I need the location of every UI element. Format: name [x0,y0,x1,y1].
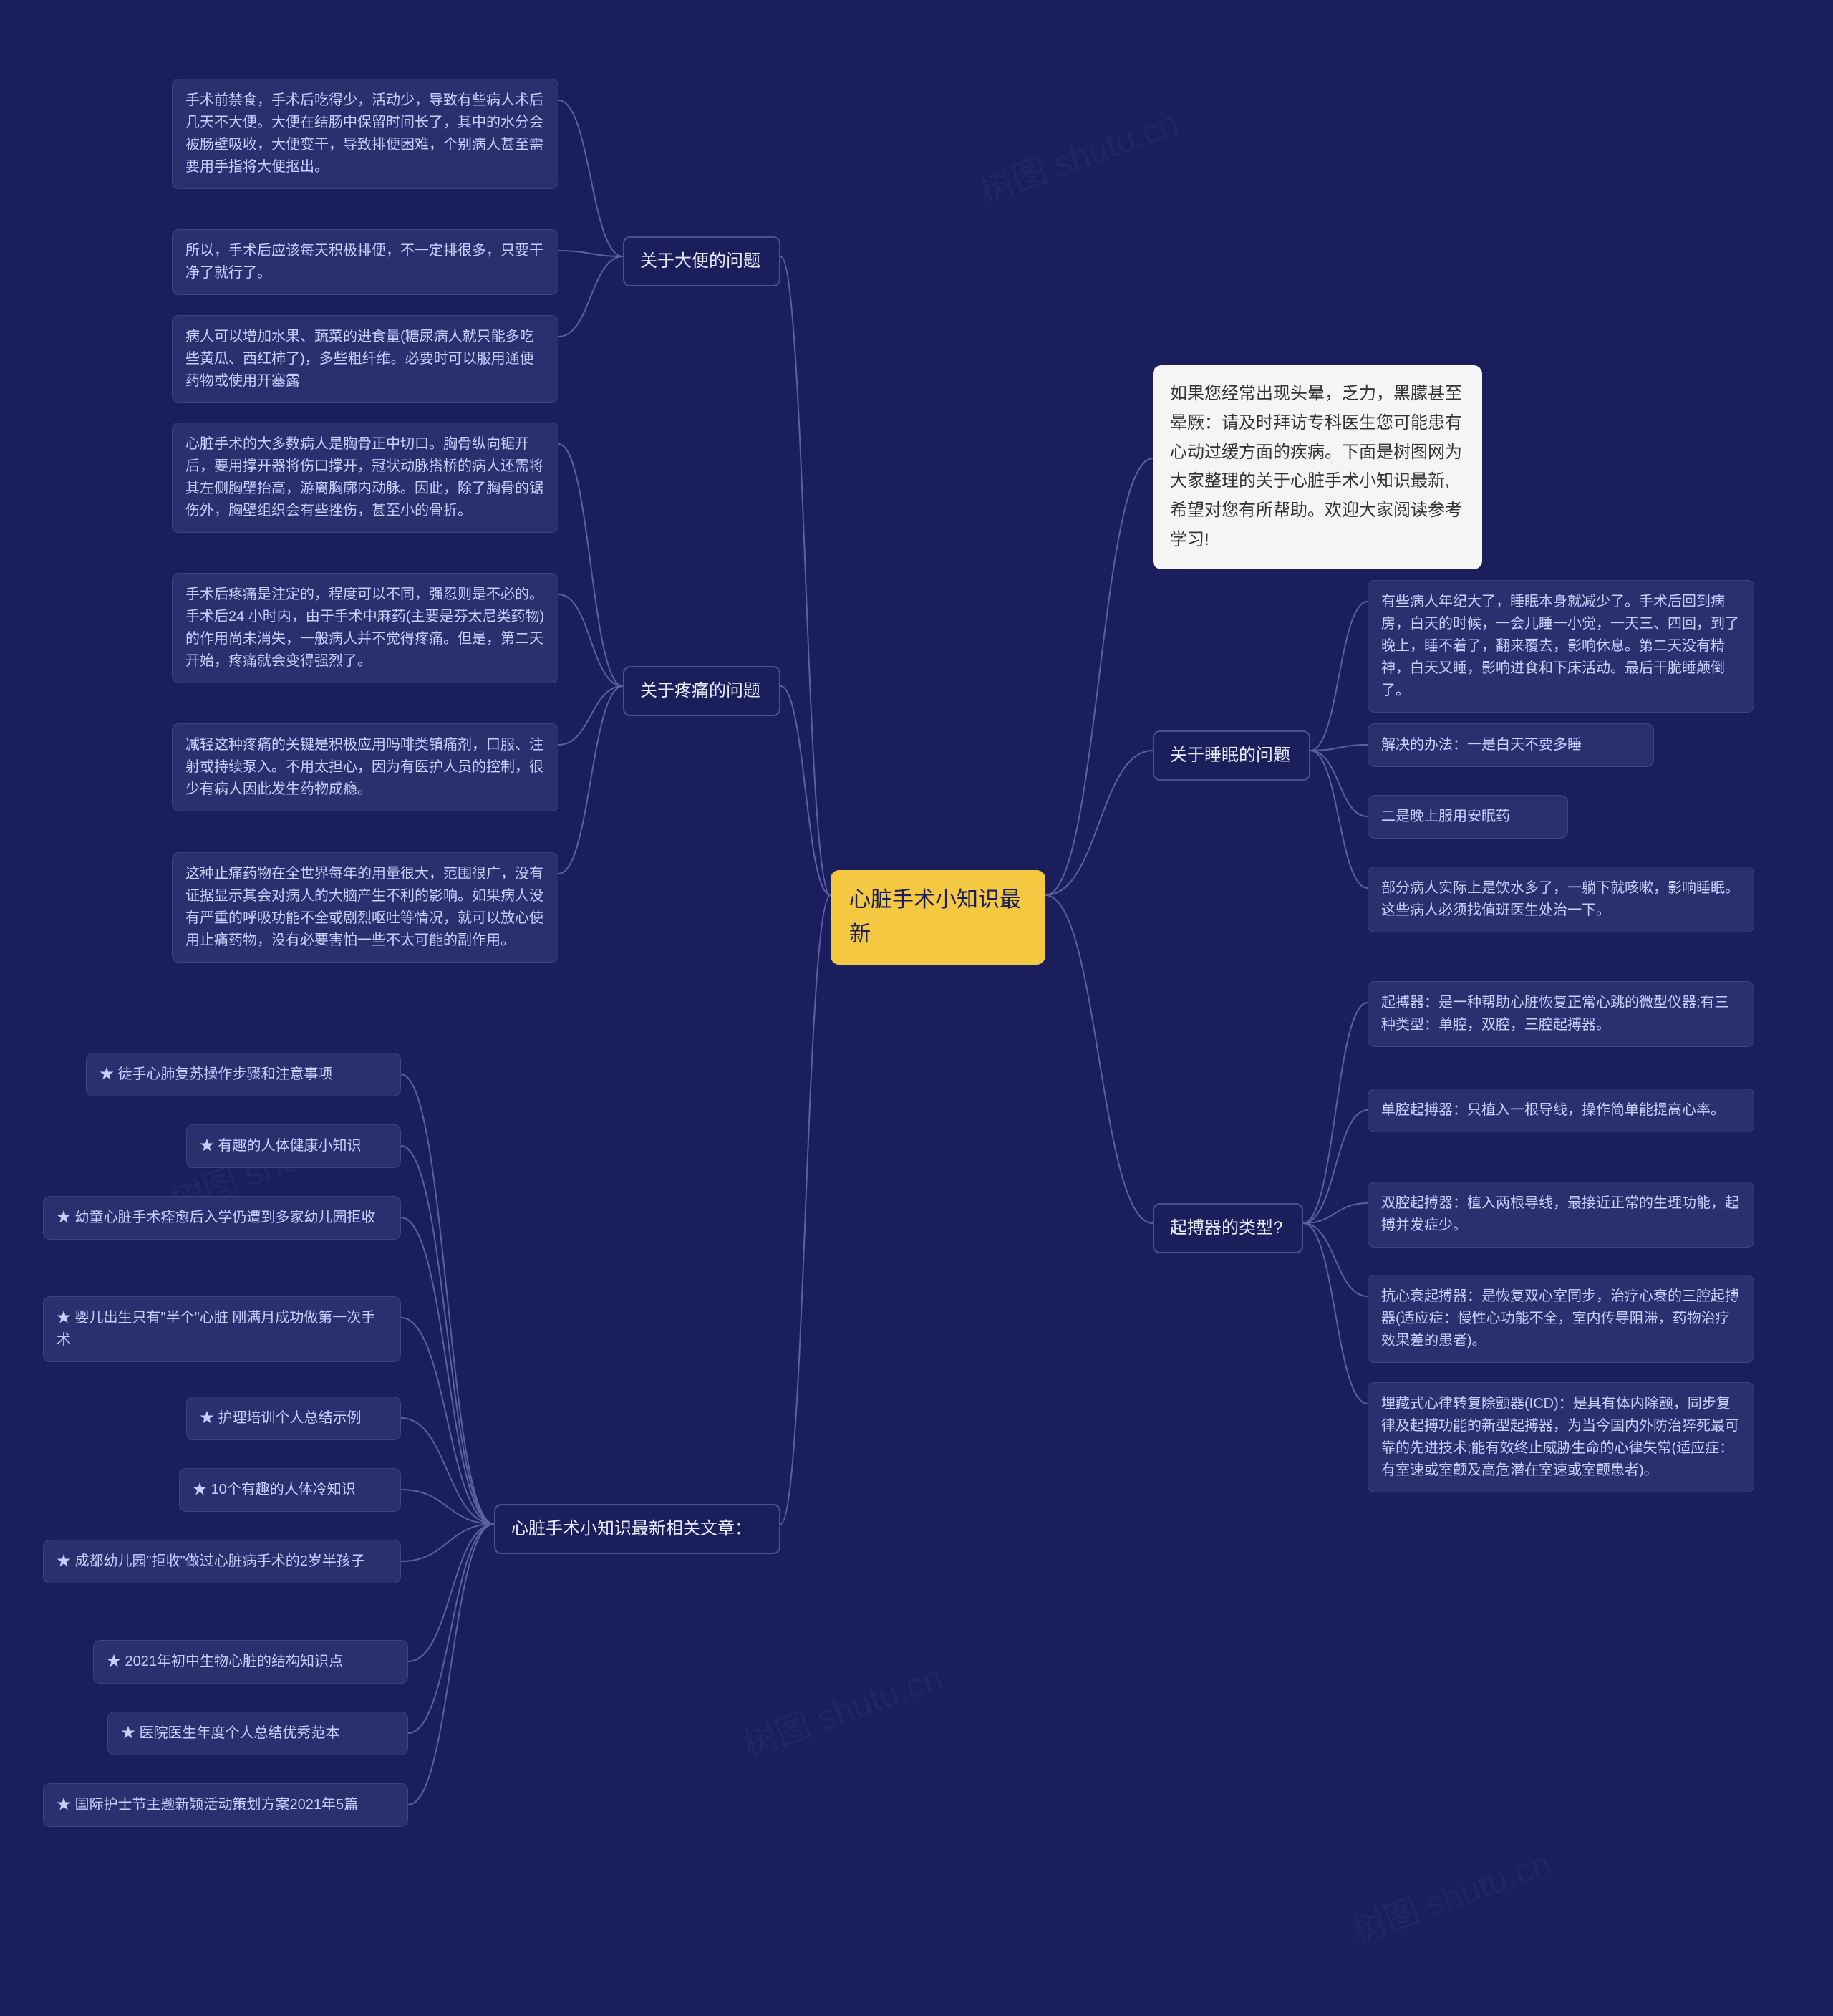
leaf-stool-1: 所以，手术后应该每天积极排便，不一定排很多，只要干净了就行了。 [172,229,558,295]
leaf-sleep-0: 有些病人年纪大了，睡眠本身就减少了。手术后回到病房，白天的时候，一会儿睡一小觉，… [1368,580,1754,713]
leaf-related-4: ★ 护理培训个人总结示例 [186,1397,401,1440]
leaf-pain-0: 心脏手术的大多数病人是胸骨正中切口。胸骨纵向锯开后，要用撑开器将伤口撑开，冠状动… [172,423,558,533]
watermark: 树图 shutu.cn [735,1649,948,1767]
leaf-pacemaker-4: 埋藏式心律转复除颤器(ICD)：是具有体内除颤，同步复律及起搏功能的新型起搏器，… [1368,1382,1754,1492]
leaf-related-2: ★ 幼童心脏手术痊愈后入学仍遭到多家幼儿园拒收 [43,1196,401,1240]
intro-node: 如果您经常出现头晕，乏力，黑朦甚至晕厥：请及时拜访专科医生您可能患有心动过缓方面… [1153,365,1482,569]
leaf-pain-1: 手术后疼痛是注定的，程度可以不同，强忍则是不必的。手术后24 小时内，由于手术中… [172,573,558,683]
leaf-sleep-3: 部分病人实际上是饮水多了，一躺下就咳嗽，影响睡眠。这些病人必须找值班医生处治一下… [1368,867,1754,932]
leaf-stool-2: 病人可以增加水果、蔬菜的进食量(糖尿病人就只能多吃些黄瓜、西红柿了)，多些粗纤维… [172,315,558,403]
branch-pacemaker: 起搏器的类型? [1153,1203,1303,1253]
watermark: 树图 shutu.cn [1344,1835,1557,1953]
leaf-pacemaker-2: 双腔起搏器：植入两根导线，最接近正常的生理功能，起搏并发症少。 [1368,1182,1754,1248]
leaf-pacemaker-0: 起搏器：是一种帮助心脏恢复正常心跳的微型仪器;有三种类型：单腔，双腔，三腔起搏器… [1368,981,1754,1047]
leaf-related-1: ★ 有趣的人体健康小知识 [186,1124,401,1168]
leaf-pain-3: 这种止痛药物在全世界每年的用量很大，范围很广，没有证据显示其会对病人的大脑产生不… [172,852,558,963]
branch-sleep: 关于睡眠的问题 [1153,730,1310,781]
leaf-related-6: ★ 成都幼儿园"拒收"做过心脏病手术的2岁半孩子 [43,1540,401,1583]
leaf-sleep-1: 解决的办法：一是白天不要多睡 [1368,723,1654,767]
leaf-related-3: ★ 婴儿出生只有"半个"心脏 刚满月成功做第一次手术 [43,1296,401,1362]
branch-stool: 关于大便的问题 [623,236,780,286]
root-node: 心脏手术小知识最新 [831,870,1045,965]
watermark: 树图 shutu.cn [972,95,1184,213]
leaf-related-8: ★ 医院医生年度个人总结优秀范本 [107,1712,408,1755]
leaf-related-9: ★ 国际护士节主题新颖活动策划方案2021年5篇 [43,1783,408,1827]
leaf-related-5: ★ 10个有趣的人体冷知识 [179,1468,401,1512]
branch-pain: 关于疼痛的问题 [623,666,780,716]
leaf-related-7: ★ 2021年初中生物心脏的结构知识点 [93,1640,408,1684]
leaf-related-0: ★ 徒手心肺复苏操作步骤和注意事项 [86,1053,401,1096]
branch-related: 心脏手术小知识最新相关文章： [494,1504,780,1554]
leaf-pacemaker-3: 抗心衰起搏器：是恢复双心室同步，治疗心衰的三腔起搏器(适应症：慢性心功能不全，室… [1368,1275,1754,1363]
leaf-stool-0: 手术前禁食，手术后吃得少，活动少，导致有些病人术后几天不大便。大便在结肠中保留时… [172,79,558,189]
leaf-pain-2: 减轻这种疼痛的关键是积极应用吗啡类镇痛剂，口服、注射或持续泵入。不用太担心，因为… [172,723,558,811]
leaf-pacemaker-1: 单腔起搏器：只植入一根导线，操作简单能提高心率。 [1368,1089,1754,1132]
leaf-sleep-2: 二是晚上服用安眠药 [1368,795,1568,839]
